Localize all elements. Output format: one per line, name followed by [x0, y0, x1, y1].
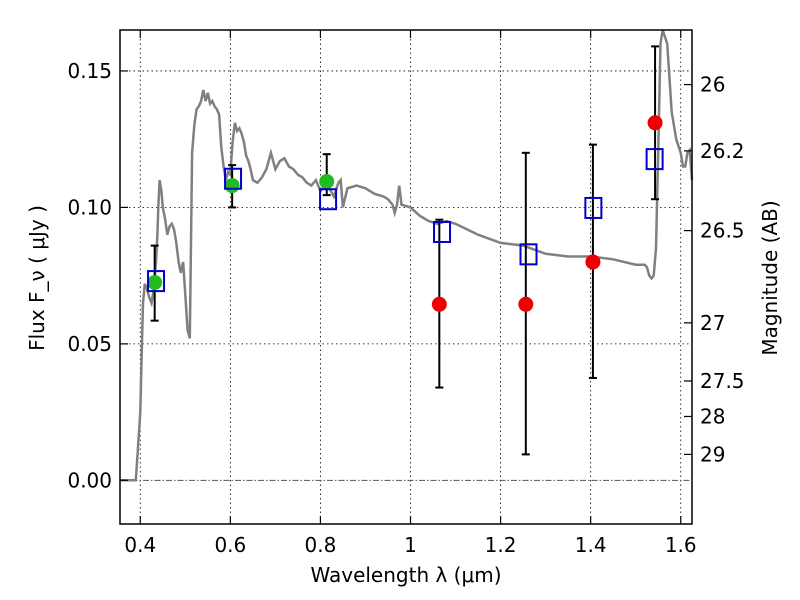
x-tick-label-0: 0.4: [124, 533, 156, 557]
magnitude-axis-ticks: 26 26.2 26.5 27 27.5 28 29: [684, 73, 745, 466]
ir-point-2: [585, 254, 601, 270]
hst-point-0: [147, 274, 163, 290]
x-tick-label-4: 1.2: [485, 533, 517, 557]
x-tick-label-5: 1.4: [575, 533, 607, 557]
model-square-0: [147, 270, 166, 293]
model-square-3: [433, 220, 452, 243]
plot-frame: [119, 29, 693, 525]
model-square-1: [224, 167, 243, 190]
ir-point-3: [647, 115, 663, 131]
y-tick-label-1: 0.05: [67, 332, 112, 356]
model-square-6: [645, 148, 664, 171]
x-axis-ticks: 0.4 0.6 0.8 1 1.2 1.4 1.6: [124, 30, 697, 557]
x-tick-label-1: 0.6: [214, 533, 246, 557]
y-axis-ticks: 0.00 0.05 0.10 0.15: [67, 59, 128, 492]
ir-point-1: [518, 296, 534, 312]
model-square-4: [519, 243, 538, 266]
data-points: [147, 115, 663, 312]
mag-tick-label-2: 26.5: [700, 219, 745, 243]
x-tick-label-3: 1: [404, 533, 417, 557]
mag-tick-label-6: 29: [700, 442, 725, 466]
mag-tick-label-0: 26: [700, 73, 725, 97]
y-tick-label-3: 0.15: [67, 59, 112, 83]
mag-tick-label-1: 26.2: [700, 139, 745, 163]
y-tick-label-2: 0.10: [67, 195, 112, 219]
hst-point-1: [224, 178, 240, 194]
ir-point-0: [431, 296, 447, 312]
x-tick-label-2: 0.8: [305, 533, 337, 557]
y-tick-label-0: 0.00: [67, 468, 112, 492]
mag-tick-label-5: 28: [700, 404, 725, 428]
sed-model-curve: [120, 29, 694, 482]
grid: [120, 30, 692, 524]
mag-tick-label-4: 27.5: [700, 369, 745, 393]
error-bars: [150, 45, 660, 456]
x-axis-label: Wavelength λ (μm): [310, 563, 501, 587]
model-squares: [147, 148, 664, 293]
hst-point-2: [319, 173, 335, 189]
mag-tick-label-3: 27: [700, 311, 725, 335]
magnitude-axis-label: Magnitude (AB): [758, 200, 782, 355]
x-tick-label-6: 1.6: [665, 533, 697, 557]
model-square-2: [319, 188, 338, 211]
model-square-5: [584, 196, 603, 219]
y-axis-label: Flux F_ν ( μJy ): [25, 205, 49, 351]
